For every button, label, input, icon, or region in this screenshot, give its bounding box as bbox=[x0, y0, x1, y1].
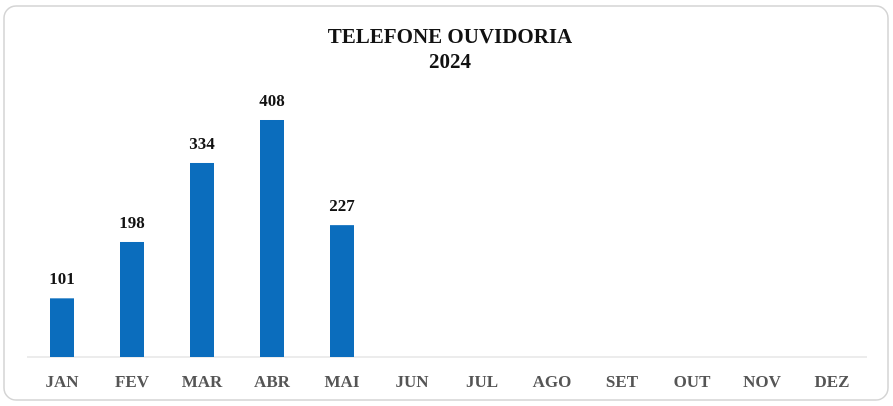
data-label: 227 bbox=[329, 196, 355, 215]
bar bbox=[330, 225, 354, 357]
bar bbox=[50, 298, 74, 357]
data-label: 334 bbox=[189, 134, 215, 153]
bar bbox=[260, 119, 284, 357]
chart-subtitle: 2024 bbox=[429, 49, 472, 73]
x-tick-label: MAI bbox=[325, 372, 360, 391]
chart-title: TELEFONE OUVIDORIA bbox=[328, 24, 573, 48]
chart-border bbox=[3, 5, 889, 401]
x-tick-label: JAN bbox=[45, 372, 79, 391]
x-tick-label: MAR bbox=[182, 372, 223, 391]
bar bbox=[190, 162, 214, 357]
x-tick-label: ABR bbox=[254, 372, 291, 391]
bar bbox=[120, 241, 144, 357]
x-tick-label: JUL bbox=[466, 372, 498, 391]
data-label: 198 bbox=[119, 213, 145, 232]
x-tick-label: JUN bbox=[395, 372, 429, 391]
x-tick-label: AGO bbox=[533, 372, 572, 391]
data-label: 101 bbox=[49, 269, 75, 288]
x-tick-label: FEV bbox=[115, 372, 150, 391]
x-tick-label: OUT bbox=[674, 372, 712, 391]
x-tick-label: DEZ bbox=[815, 372, 850, 391]
x-tick-label: SET bbox=[606, 372, 639, 391]
data-label: 408 bbox=[259, 91, 285, 110]
x-tick-label: NOV bbox=[743, 372, 782, 391]
